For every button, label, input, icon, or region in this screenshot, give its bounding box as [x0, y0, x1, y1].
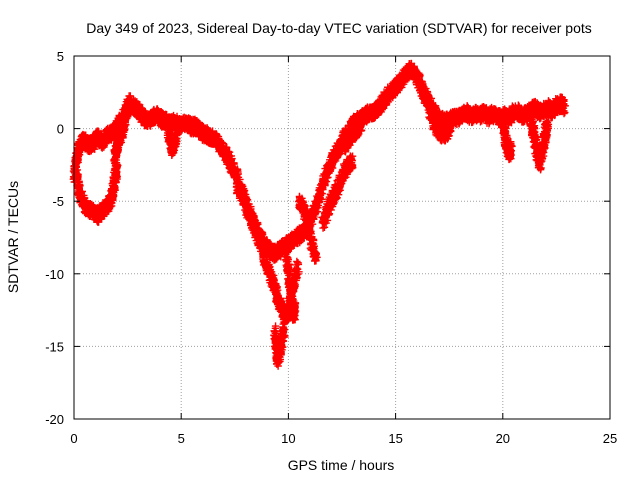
data-points — [69, 59, 569, 370]
chart-title: Day 349 of 2023, Sidereal Day-to-day VTE… — [86, 20, 592, 36]
